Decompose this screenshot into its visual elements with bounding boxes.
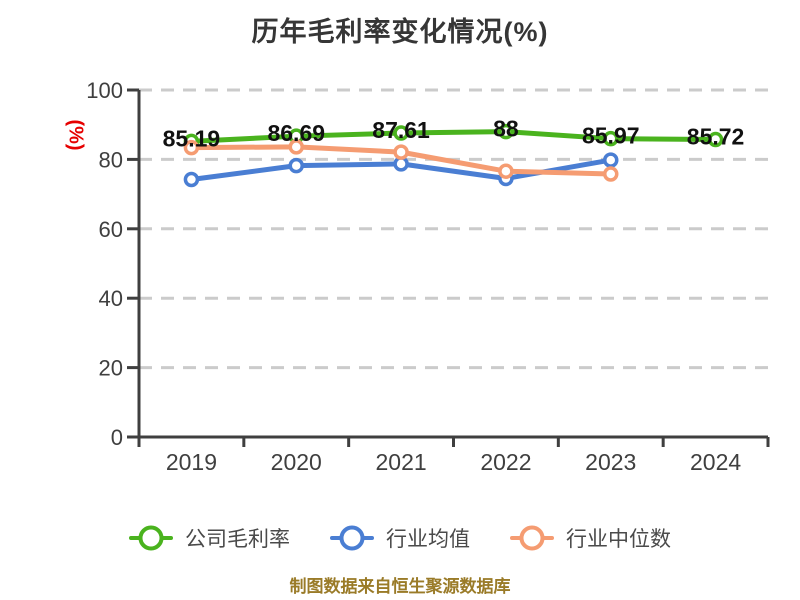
data-point-series-1[interactable] [603, 152, 619, 168]
data-point-series-1[interactable] [183, 171, 200, 188]
data-point-series-2[interactable] [603, 166, 619, 182]
page-title: 历年毛利率变化情况(%) [251, 17, 549, 47]
x-tick-label: 2022 [480, 449, 531, 475]
data-point-series-0[interactable] [393, 125, 409, 141]
data-source-caption: 制图数据来自恒生聚源数据库 [289, 577, 511, 596]
legend-item-industry-average[interactable]: 行业均值 [330, 523, 470, 553]
line-chart: 0 20 40 60 80 100 2019 2020 2021 2022 2023 2024 85.1… [86, 78, 770, 475]
data-point-series-2[interactable] [183, 139, 200, 156]
y-tick-label: 100 [86, 78, 123, 103]
data-point-series-0[interactable] [707, 131, 724, 148]
data-point-series-2[interactable] [288, 139, 304, 155]
data-label: 85.19 [163, 125, 221, 151]
legend-label-company-margin: 公司毛利率 [185, 528, 290, 551]
y-tick-label: 80 [99, 147, 123, 172]
x-tick-label: 2023 [585, 449, 636, 475]
data-point-series-0[interactable] [498, 123, 514, 140]
data-label: 85.72 [687, 124, 745, 150]
data-label: 87.61 [372, 117, 430, 143]
x-tick-label: 2024 [690, 449, 741, 475]
data-point-series-0[interactable] [603, 130, 619, 147]
legend-label-industry-average: 行业均值 [386, 528, 470, 551]
data-point-series-2[interactable] [393, 144, 409, 160]
data-point-series-2[interactable] [498, 163, 514, 179]
company-series-marker-icon [129, 525, 173, 551]
legend-item-company-margin[interactable]: 公司毛利率 [129, 523, 290, 553]
legend-item-industry-median[interactable]: 行业中位数 [510, 523, 671, 553]
series-line-0 [188, 129, 719, 144]
y-tick-label: 60 [99, 217, 123, 242]
y-tick-label: 40 [99, 286, 123, 311]
y-tick-label: 0 [111, 425, 123, 450]
data-label: 85.97 [582, 123, 640, 149]
x-tick-label: 2021 [375, 449, 426, 475]
x-tick-label: 2019 [166, 449, 217, 475]
data-label: 88 [493, 116, 519, 142]
legend-label-industry-median: 行业中位数 [566, 528, 671, 551]
data-point-series-1[interactable] [288, 157, 304, 174]
industry-median-series-marker-icon [510, 525, 554, 551]
data-label: 86.69 [267, 120, 325, 146]
legend: 公司毛利率 行业均值 行业中位数 [0, 515, 800, 561]
x-tick-label: 2020 [271, 449, 322, 475]
industry-average-series-marker-icon [330, 525, 374, 551]
y-tick-label: 20 [99, 356, 123, 381]
